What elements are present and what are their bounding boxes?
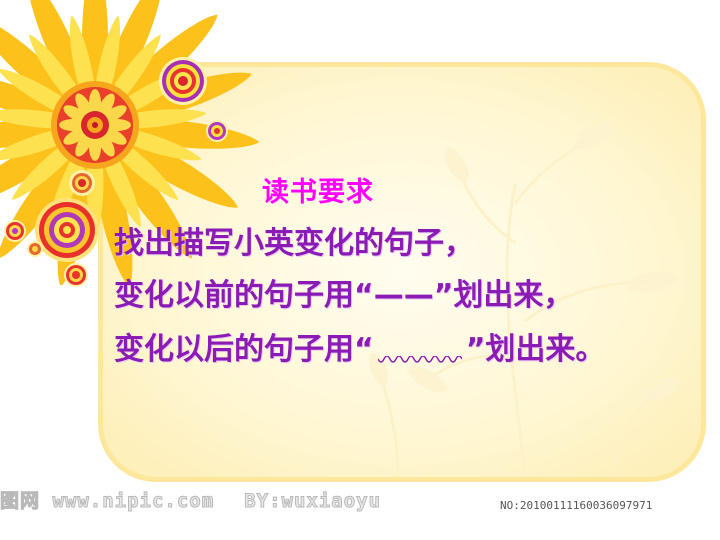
watermark-serial: NO:20100111160036097971 bbox=[500, 499, 653, 512]
instruction-line-1: 找出描写小英变化的句子， bbox=[114, 218, 474, 262]
slide-heading: 读书要求 bbox=[262, 177, 374, 208]
plant-silhouette-icon bbox=[369, 120, 680, 477]
instruction-line-3-prefix: 变化以后的句子用“ bbox=[114, 332, 374, 367]
instruction-line-1-text: 找出描写小英变化的句子， bbox=[114, 226, 474, 261]
watermark-site-url: www.nipic.com bbox=[52, 490, 215, 513]
watermark-site: 图网 www.nipic.com BY:wuxiaoyu bbox=[0, 486, 381, 513]
sunflower-icon bbox=[0, 0, 260, 285]
instruction-line-2-suffix: ”划出来， bbox=[433, 278, 574, 313]
wavy-line-mark bbox=[374, 336, 466, 366]
instruction-line-2: 变化以前的句子用“——”划出来， bbox=[114, 270, 573, 314]
watermark-author: BY:wuxiaoyu bbox=[244, 490, 382, 513]
concentric-circle-icon bbox=[4, 57, 228, 287]
straight-line-mark: —— bbox=[373, 278, 434, 313]
instruction-line-3: 变化以后的句子用“ ”划出来。 bbox=[114, 324, 605, 368]
instruction-line-2-prefix: 变化以前的句子用“ bbox=[114, 278, 374, 313]
watermark-site-prefix: 图网 bbox=[0, 490, 41, 513]
instruction-line-3-suffix: ”划出来。 bbox=[465, 332, 606, 367]
